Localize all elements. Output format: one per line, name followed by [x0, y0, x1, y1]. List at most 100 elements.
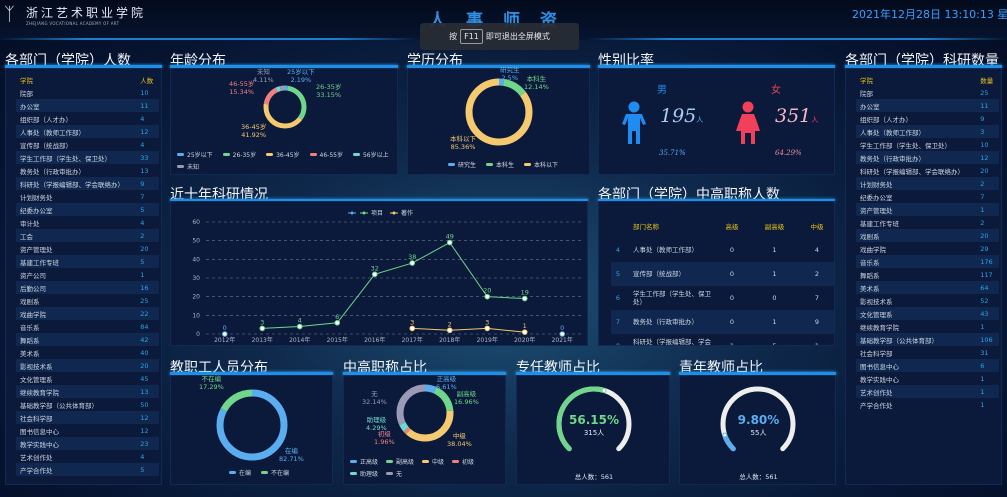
table-row[interactable]: 舞蹈系 42: [16, 333, 159, 346]
table-row[interactable]: 6 学生工作部（学生处、保卫处） 0 0 7: [611, 286, 834, 310]
legend-item[interactable]: 本科以下: [524, 160, 558, 169]
table-row[interactable]: 后勤公司 16: [16, 281, 159, 294]
table-row[interactable]: 产学合作处 5: [16, 463, 159, 476]
data-point[interactable]: [521, 329, 528, 335]
table-row[interactable]: 科研处（学报编辑部、学会联络办） 9: [16, 177, 159, 190]
table-row[interactable]: 学生工作部（学生处、保卫处） 10: [856, 138, 999, 151]
table-row[interactable]: 学生工作部（学生处、保卫处） 33: [16, 151, 159, 164]
table-row[interactable]: 5 宣传部（统战部） 0 1 2: [611, 262, 834, 286]
table-row[interactable]: 戏曲学院 29: [856, 242, 999, 255]
table-row[interactable]: 8 科研处（学报编辑部、学会联络办） 1 5 1: [611, 334, 834, 345]
data-point[interactable]: [521, 295, 528, 302]
legend-item[interactable]: 46-55岁: [309, 150, 343, 159]
table-row[interactable]: 教务处（行政审批办） 13: [16, 164, 159, 177]
data-point[interactable]: [334, 320, 341, 326]
legend-item[interactable]: 本科生: [486, 160, 514, 169]
data-point[interactable]: [484, 325, 491, 332]
legend-label[interactable]: 项目: [371, 210, 383, 217]
table-row[interactable]: 院部 10: [16, 86, 159, 99]
table-row[interactable]: 图书信息中心 12: [16, 424, 159, 437]
table-row[interactable]: 文化管理系 43: [856, 307, 999, 320]
donut-slice[interactable]: [396, 384, 454, 442]
legend-item[interactable]: 在编: [229, 468, 251, 477]
data-point[interactable]: [484, 293, 491, 300]
table-row[interactable]: 基建工作专班 2: [856, 216, 999, 229]
table-row[interactable]: 7 教务处（行政审批办） 0 1 9: [611, 310, 834, 334]
table-row[interactable]: 社会科学部 12: [16, 411, 159, 424]
table-row[interactable]: 文化管理系 45: [16, 372, 159, 385]
table-row[interactable]: 人事处（教师工作部） 12: [16, 125, 159, 138]
legend-item[interactable]: 研究生: [448, 160, 476, 169]
table-row[interactable]: 戏剧系 20: [856, 229, 999, 242]
table-row[interactable]: 基础教学部（公共体育部） 106: [856, 333, 999, 346]
legend-item[interactable]: 25岁以下: [177, 150, 213, 159]
data-point[interactable]: [446, 327, 453, 334]
table-row[interactable]: 纪委办公室 7: [856, 190, 999, 203]
legend-item[interactable]: 未知: [177, 162, 199, 171]
table-row[interactable]: 宣传部（统战部） 4: [16, 138, 159, 151]
table-row[interactable]: 教学实践中心 1: [856, 372, 999, 385]
legend-item[interactable]: 不在编: [261, 468, 289, 477]
table-row[interactable]: 审计处 4: [16, 216, 159, 229]
table-row[interactable]: 资产公司 1: [16, 268, 159, 281]
table-row[interactable]: 美术系 40: [16, 346, 159, 359]
table-row[interactable]: 教务处（行政审批办） 12: [856, 151, 999, 164]
legend-item[interactable]: 36-45岁: [266, 150, 300, 159]
legend-item[interactable]: 26-35岁: [222, 150, 256, 159]
donut-slice[interactable]: [263, 85, 307, 129]
data-point[interactable]: [296, 323, 303, 330]
legend-item[interactable]: 56岁以上: [352, 150, 389, 159]
data-point[interactable]: [446, 239, 453, 246]
table-row[interactable]: 戏曲学院 22: [16, 307, 159, 320]
table-row[interactable]: 舞蹈系 117: [856, 268, 999, 281]
table-row[interactable]: 组织部（人才办） 9: [856, 112, 999, 125]
table-row[interactable]: 继续教育学院 13: [16, 385, 159, 398]
table-row[interactable]: 科研处（学报编辑部、学会联络办） 20: [856, 164, 999, 177]
data-point[interactable]: [221, 331, 228, 337]
table-row[interactable]: 办公室 11: [856, 99, 999, 112]
data-point[interactable]: [259, 325, 266, 332]
donut-slice[interactable]: [263, 85, 307, 129]
donut-slice[interactable]: [263, 85, 307, 129]
table-row[interactable]: 基础教学部（公共体育部） 50: [16, 398, 159, 411]
table-row[interactable]: 院部 25: [856, 86, 999, 99]
table-row[interactable]: 戏剧系 25: [16, 294, 159, 307]
legend-item[interactable]: 无: [386, 469, 402, 478]
table-row[interactable]: 继续教育学院 1: [856, 320, 999, 333]
table-row[interactable]: 影视技术系 52: [856, 294, 999, 307]
table-row[interactable]: 基建工作专班 5: [16, 255, 159, 268]
table-row[interactable]: 组织部（人才办） 4: [16, 112, 159, 125]
data-point[interactable]: [371, 271, 378, 278]
table-row[interactable]: 人事处（教师工作部） 3: [856, 125, 999, 138]
table-row[interactable]: 产学合作处 1: [856, 398, 999, 411]
donut-slice[interactable]: [465, 78, 533, 146]
legend-item[interactable]: 正高级: [350, 457, 378, 466]
legend-item[interactable]: 副高级: [386, 457, 414, 466]
data-point[interactable]: [559, 331, 566, 337]
table-row[interactable]: 办公室 11: [16, 99, 159, 112]
legend-item[interactable]: 初级: [452, 457, 474, 466]
table-row[interactable]: 音乐系 176: [856, 255, 999, 268]
legend-item[interactable]: 中级: [422, 457, 444, 466]
table-row[interactable]: 4 人事处（教师工作部） 0 1 4: [611, 238, 834, 262]
data-point[interactable]: [409, 260, 416, 266]
table-row[interactable]: 教学实践中心 23: [16, 437, 159, 450]
table-row[interactable]: 艺术创作处 1: [856, 385, 999, 398]
table-row[interactable]: 计划财务处 2: [856, 177, 999, 190]
table-row[interactable]: 图书信息中心 6: [856, 359, 999, 372]
legend-label[interactable]: 著作: [401, 209, 413, 217]
donut-slice[interactable]: [216, 389, 288, 461]
table-row[interactable]: 社会科学部 31: [856, 346, 999, 359]
data-point[interactable]: [409, 325, 416, 332]
table-row[interactable]: 美术系 64: [856, 281, 999, 294]
legend-item[interactable]: 助理级: [350, 469, 378, 478]
table-row[interactable]: 影视技术系 20: [16, 359, 159, 372]
table-row[interactable]: 计划财务处 7: [16, 190, 159, 203]
table-row[interactable]: 纪委办公室 5: [16, 203, 159, 216]
table-row[interactable]: 资产管理处 20: [16, 242, 159, 255]
table-row[interactable]: 工会 2: [16, 229, 159, 242]
table-row[interactable]: 资产管理处 1: [856, 203, 999, 216]
table-row[interactable]: 音乐系 84: [16, 320, 159, 333]
donut-slice[interactable]: [396, 384, 454, 442]
table-row[interactable]: 艺术创作处 4: [16, 450, 159, 463]
